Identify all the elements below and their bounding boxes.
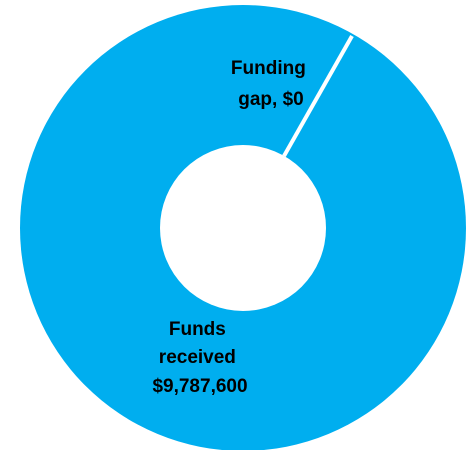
slice-separator-funding-gap: [282, 35, 354, 157]
label-funding-gap-line-2: gap, $0: [238, 89, 303, 110]
label-funds-received-line-1: Funds: [169, 319, 226, 340]
label-funding-gap-line-1: Funding: [231, 58, 306, 79]
label-funds-received-line-3: $9,787,600: [152, 376, 247, 397]
donut-hole: [160, 145, 326, 311]
label-funds-received-line-2: received: [159, 347, 236, 368]
label-funding-gap: Funding gap, $0: [231, 58, 311, 110]
label-funds-received: Funds received $9,787,600: [152, 319, 247, 397]
